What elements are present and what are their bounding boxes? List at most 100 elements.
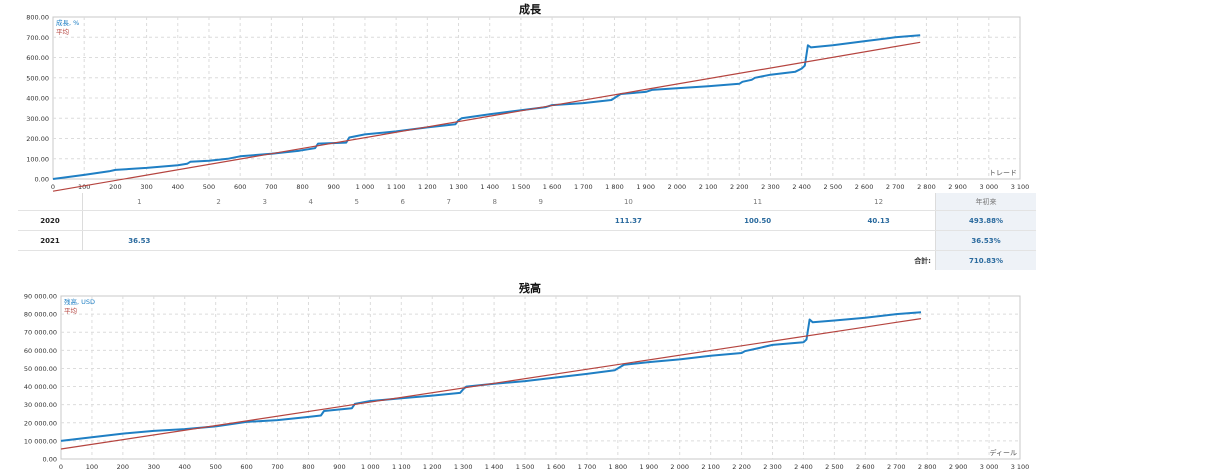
legend-entry: 成長, % (56, 18, 79, 27)
x-tick-label: 1 700 (574, 183, 593, 191)
x-tick-label: 400 (179, 463, 191, 471)
x-tick-label: 1 800 (605, 183, 624, 191)
x-tick-label: 2 300 (761, 183, 780, 191)
month-value-cell (333, 230, 380, 251)
month-value-cell (241, 230, 288, 251)
month-value-cell (563, 230, 694, 251)
month-value-cell (379, 210, 426, 231)
x-tick-label: 1 200 (423, 463, 442, 471)
x-tick-label: 2 700 (887, 463, 906, 471)
y-tick-label: 80 000.00 (24, 311, 57, 319)
y-tick-label: 40 000.00 (24, 383, 57, 391)
year-cell: 2021 (18, 230, 83, 251)
month-header-3: 3 (241, 193, 288, 211)
month-header-5: 5 (333, 193, 380, 211)
month-value-cell: 36.53 (82, 230, 196, 251)
x-tick-label: 600 (240, 463, 252, 471)
month-value-cell (517, 230, 564, 251)
y-tick-label: 500.00 (26, 74, 49, 82)
month-header-8: 8 (471, 193, 518, 211)
x-axis-label: ディール (989, 448, 1017, 457)
x-tick-label: 2 200 (730, 183, 749, 191)
month-value-cell: 100.50 (693, 210, 823, 231)
month-value-cell (195, 230, 242, 251)
month-value-cell (287, 230, 334, 251)
month-value-cell (425, 230, 472, 251)
legend-entry: 平均 (56, 27, 70, 36)
total-value: 710.83% (935, 250, 1036, 270)
x-tick-label: 900 (333, 463, 345, 471)
y-tick-label: 50 000.00 (24, 365, 57, 373)
month-value-cell (471, 210, 518, 231)
month-value-cell (287, 210, 334, 231)
y-tick-label: 30 000.00 (24, 401, 57, 409)
y-tick-label: 700.00 (26, 34, 49, 42)
x-tick-label: 2 900 (949, 463, 968, 471)
x-tick-label: 2 300 (763, 463, 782, 471)
x-tick-label: 2 200 (732, 463, 751, 471)
x-tick-label: 1 100 (387, 183, 406, 191)
balance-chart: 0.00 10 000.00 20 000.00 30 000.00 40 000.00… (24, 293, 1029, 472)
x-tick-label: 100 (86, 463, 98, 471)
month-header-9: 9 (517, 193, 564, 211)
total-row: 合計: 710.83% (18, 250, 1036, 270)
month-value-cell (693, 230, 823, 251)
x-tick-label: 500 (203, 183, 215, 191)
month-header-4: 4 (287, 193, 334, 211)
y-tick-label: 300.00 (26, 115, 49, 123)
average-series-line (60, 318, 922, 450)
month-value-cell (517, 210, 564, 231)
year-cell: 2020 (18, 210, 83, 231)
table-row: 2021 36.53 36.53% (18, 230, 1036, 251)
x-tick-label: 200 (117, 463, 129, 471)
x-tick-label: 100 (78, 183, 90, 191)
x-tick-label: 2 400 (792, 183, 811, 191)
x-axis-label: トレード (989, 169, 1017, 177)
x-tick-label: 1 000 (356, 183, 375, 191)
table-row: 2020 111.37 100.50 40.13 493.88% (18, 210, 1036, 231)
x-tick-label: 2 600 (855, 183, 874, 191)
x-tick-label: 1 700 (578, 463, 597, 471)
y-tick-label: 60 000.00 (24, 347, 57, 355)
main-series-line (52, 34, 921, 180)
month-value-cell (333, 210, 380, 231)
x-tick-label: 1 900 (639, 463, 658, 471)
x-tick-label: 300 (140, 183, 152, 191)
x-tick-label: 400 (172, 183, 184, 191)
x-tick-label: 2 500 (824, 183, 843, 191)
y-tick-label: 400.00 (26, 95, 49, 103)
x-tick-label: 300 (148, 463, 160, 471)
x-tick-label: 2 000 (668, 183, 687, 191)
legend-entry: 平均 (64, 306, 78, 315)
x-tick-label: 800 (302, 463, 314, 471)
month-header-12: 12 (822, 193, 936, 211)
y-tick-label: 800.00 (26, 14, 49, 22)
x-tick-label: 2 100 (701, 463, 720, 471)
x-tick-label: 2 000 (670, 463, 689, 471)
x-tick-label: 900 (328, 183, 340, 191)
x-tick-label: 1 200 (418, 183, 437, 191)
year-header-cell (18, 193, 83, 211)
y-tick-label: 200.00 (26, 135, 49, 143)
x-tick-label: 2 900 (948, 183, 967, 191)
x-tick-label: 0 (59, 463, 63, 471)
x-tick-label: 3 000 (980, 183, 999, 191)
x-tick-label: 1 400 (485, 463, 504, 471)
x-tick-label: 1 500 (512, 183, 531, 191)
annual-value-cell: 36.53% (935, 230, 1036, 251)
y-tick-label: 600.00 (26, 54, 49, 62)
y-tick-label: 100.00 (26, 155, 49, 163)
x-tick-label: 600 (234, 183, 246, 191)
month-value-cell (379, 230, 426, 251)
x-tick-label: 200 (109, 183, 121, 191)
growth-chart-title: 成長 (519, 3, 541, 16)
x-tick-label: 1 400 (480, 183, 499, 191)
month-header-2: 2 (195, 193, 242, 211)
annual-value-cell: 493.88% (935, 210, 1036, 231)
average-series-line (52, 41, 921, 192)
x-tick-label: 1 800 (609, 463, 628, 471)
month-value-cell (822, 230, 936, 251)
y-tick-label: 90 000.00 (24, 293, 57, 301)
month-value-cell: 111.37 (563, 210, 694, 231)
month-value-cell (195, 210, 242, 231)
